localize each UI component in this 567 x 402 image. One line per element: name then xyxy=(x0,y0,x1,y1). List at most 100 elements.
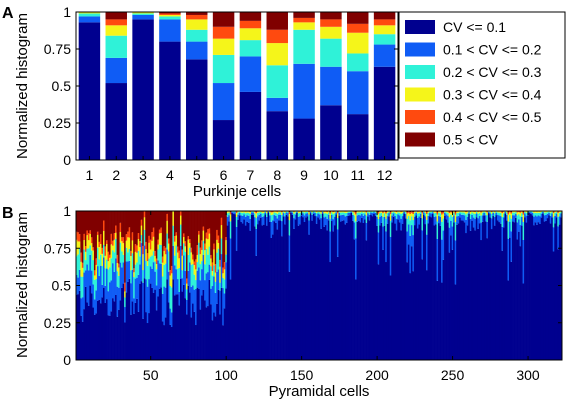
pyramidal-bar-11-segment4 xyxy=(90,243,93,251)
pyramidal-bar-254-segment1 xyxy=(457,223,460,360)
pyramidal-bar-138-segment2 xyxy=(282,213,285,217)
pyramidal-bar-298-segment1 xyxy=(524,217,526,360)
pyramidal-bar-248-segment4 xyxy=(448,213,451,218)
pyramidal-bar-213-segment4 xyxy=(395,211,398,214)
pyramidal-bar-195-segment2 xyxy=(368,214,371,221)
pyramidal-bar-170-segment2 xyxy=(330,215,333,222)
pyramidal-bar-79-segment3 xyxy=(193,274,196,290)
pyramidal-bar-297-segment3 xyxy=(522,221,525,241)
pyramidal-bar-65-segment4 xyxy=(172,211,175,226)
pyramidal-bar-289-segment4 xyxy=(510,213,513,219)
pyramidal-bar-320-segment2 xyxy=(557,226,560,250)
pyramidal-bar-292-segment4 xyxy=(515,211,517,213)
pyramidal-bar-281-segment1 xyxy=(498,222,501,360)
pyramidal-bar-274-segment2 xyxy=(487,211,490,214)
pyramidal-bar-266-segment4 xyxy=(475,211,478,212)
pyramidal-bar-284-segment1 xyxy=(502,227,505,360)
pyramidal-bar-36-segment5 xyxy=(128,227,131,238)
pyramidal-bar-221-segment3 xyxy=(407,216,410,225)
pyramidal-bar-188-segment4 xyxy=(358,211,360,213)
pyramidal-bar-62-segment4 xyxy=(167,243,170,252)
pyramidal-bar-104-segment1 xyxy=(231,212,234,360)
pyramidal-bar-321-segment3 xyxy=(558,213,561,217)
pyramidal-bar-9-segment5 xyxy=(87,233,90,241)
pyramidal-bar-288-segment1 xyxy=(508,237,511,360)
pyramidal-bar-309-segment2 xyxy=(540,213,543,218)
pyramidal-bar-116-segment4 xyxy=(249,211,252,214)
pyramidal-bar-258-segment2 xyxy=(463,215,466,223)
pyramidal-bar-311-segment1 xyxy=(543,221,546,360)
pyramidal-bar-253-segment4 xyxy=(456,211,459,214)
pyramidal-bar-209-segment1 xyxy=(389,275,392,360)
pyramidal-bar-147-segment2 xyxy=(296,211,299,213)
pyramidal-bar-303-segment3 xyxy=(531,211,534,213)
pyramidal-bar-172-segment3 xyxy=(333,213,336,217)
pyramidal-bar-168-segment3 xyxy=(327,212,330,215)
pyramidal-bar-47-segment3 xyxy=(145,261,148,280)
pyramidal-bar-16-segment1 xyxy=(98,299,101,360)
pyramidal-bar-6-segment6 xyxy=(83,211,86,234)
pyramidal-bar-83-segment2 xyxy=(199,280,202,310)
pyramidal-bar-75-segment5 xyxy=(187,236,190,240)
pyramidal-bar-68-segment5 xyxy=(176,246,179,253)
pyramidal-bar-272-segment1 xyxy=(484,221,487,360)
pyramidal-bar-299-segment3 xyxy=(525,212,528,216)
pyramidal-bar-179-segment2 xyxy=(344,216,347,225)
bar-cell4-segment5 xyxy=(159,13,181,15)
pyramidal-bar-144-segment1 xyxy=(291,214,294,360)
pyramidal-bar-246-segment2 xyxy=(445,214,448,220)
pyramidal-bar-32-segment3 xyxy=(122,254,125,263)
pyramidal-bar-11-segment3 xyxy=(90,250,93,271)
pyramidal-bar-23-segment1 xyxy=(109,315,111,360)
pyramidal-bar-141-segment2 xyxy=(287,213,289,217)
pyramidal-bar-1-segment2 xyxy=(75,274,78,296)
pyramidal-bar-6-segment3 xyxy=(83,249,86,273)
pyramidal-bar-1-segment1 xyxy=(75,295,78,360)
pyramidal-bar-132-segment1 xyxy=(273,221,276,360)
pyramidal-bar-78-segment6 xyxy=(192,211,194,255)
pyramidal-bar-223-segment4 xyxy=(410,212,413,217)
pyramidal-bar-72-segment1 xyxy=(182,284,185,360)
bar-cell5-segment5 xyxy=(186,14,208,20)
pyramidal-bar-20-segment2 xyxy=(104,285,107,303)
pyramidal-bar-86-segment3 xyxy=(204,264,206,281)
pyramidal-bar-79-segment5 xyxy=(193,261,196,266)
pyramidal-bar-203-segment4 xyxy=(380,211,383,213)
pyramidal-bar-194-segment2 xyxy=(367,213,369,217)
pyramidal-bar-231-segment2 xyxy=(422,212,425,215)
pyramidal-bar-107-segment2 xyxy=(235,226,238,251)
pyramidal-bar-245-segment2 xyxy=(444,213,446,217)
pyramidal-bar-52-segment6 xyxy=(152,211,155,228)
pyramidal-bar-12-segment5 xyxy=(92,247,95,251)
pyramidal-bar-121-segment4 xyxy=(256,211,259,213)
pyramidal-bar-322-segment3 xyxy=(560,211,563,214)
pyramidal-bar-299-segment2 xyxy=(525,215,528,223)
pyramidal-bar-87-segment1 xyxy=(205,307,208,360)
pyramidal-bar-322-segment1 xyxy=(560,217,563,360)
pyramidal-bar-53-segment3 xyxy=(154,261,157,272)
bar-cell2-segment3 xyxy=(105,35,127,58)
pyramidal-bar-48-segment6 xyxy=(146,211,149,254)
pyramidal-bar-270-segment1 xyxy=(481,221,484,360)
pyramidal-bar-45-segment2 xyxy=(142,282,145,319)
pyramidal-bar-227-segment3 xyxy=(416,213,419,218)
pyramidal-bar-114-segment2 xyxy=(246,215,249,222)
pyramidal-bar-276-segment2 xyxy=(490,218,493,230)
pyramidal-bar-265-segment3 xyxy=(474,213,477,219)
pyramidal-bar-24-segment1 xyxy=(110,311,113,360)
pyramidal-bar-242-segment3 xyxy=(439,213,442,217)
pyramidal-bar-136-segment4 xyxy=(279,211,282,213)
pyramidal-bar-315-segment3 xyxy=(549,212,552,216)
pyramidal-bar-145-segment2 xyxy=(293,218,296,229)
pyramidal-bar-1-segment3 xyxy=(75,256,78,275)
pyramidal-bar-162-segment1 xyxy=(318,219,321,360)
pyramidal-bar-87-segment2 xyxy=(205,273,208,308)
pyramidal-bar-42-segment5 xyxy=(137,233,140,239)
pyramidal-bar-5-segment1 xyxy=(81,321,84,360)
pyramidal-bar-35-segment4 xyxy=(127,237,130,253)
panel-b: B 00.250.50.751 50 100 150 200 250 300 Pyrami… xyxy=(2,203,563,400)
pyramidal-bar-24-segment4 xyxy=(110,244,113,259)
pyramidal-bar-88-segment1 xyxy=(207,306,209,360)
pyramidal-bar-166-segment2 xyxy=(324,216,327,226)
pyramidal-bar-63-segment5 xyxy=(169,270,172,276)
